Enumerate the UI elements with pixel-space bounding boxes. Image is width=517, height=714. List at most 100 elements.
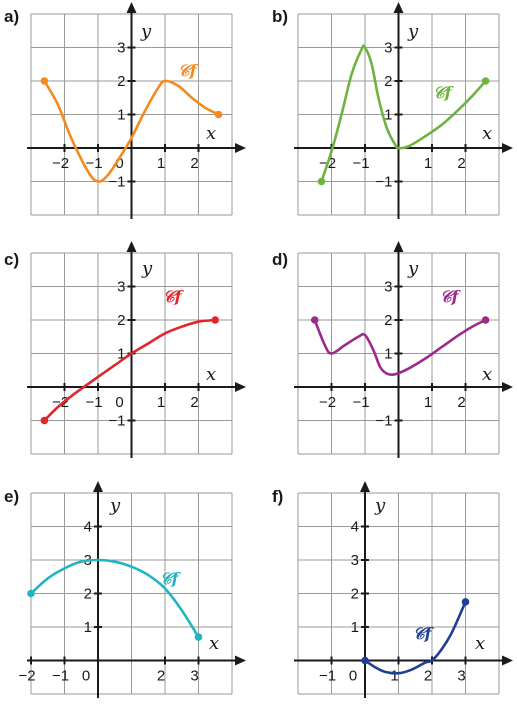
y-axis-name: y bbox=[407, 258, 419, 279]
x-axis-arrow-icon bbox=[502, 382, 513, 392]
curve-label: 𝒞f bbox=[413, 624, 435, 643]
x-tick-label: −1 bbox=[352, 394, 369, 411]
y-tick-label: 4 bbox=[84, 519, 92, 536]
y-axis-name: y bbox=[141, 258, 153, 279]
y-tick-label: 1 bbox=[384, 107, 392, 124]
function-curve bbox=[29, 558, 200, 639]
x-axis-arrow-icon bbox=[502, 655, 513, 666]
curve-endpoint bbox=[361, 656, 369, 665]
x-tick-label: 0 bbox=[82, 668, 90, 685]
x-tick-label: −1 bbox=[319, 668, 336, 685]
y-axis-name: y bbox=[140, 21, 152, 42]
x-tick-label: 1 bbox=[390, 668, 398, 685]
y-tick-label: 2 bbox=[84, 586, 92, 603]
y-tick-label: 1 bbox=[84, 619, 92, 636]
y-axis-name: y bbox=[374, 495, 386, 516]
y-axis-name: y bbox=[109, 495, 121, 516]
x-tick-label: −2 bbox=[319, 394, 336, 411]
x-tick-label: −1 bbox=[85, 155, 102, 172]
x-tick-label: −2 bbox=[18, 668, 35, 685]
y-tick-label: 3 bbox=[117, 279, 125, 296]
x-tick-label: 3 bbox=[457, 668, 465, 685]
function-curve bbox=[43, 318, 217, 422]
x-axis-name: x bbox=[206, 123, 216, 144]
y-axis-name: y bbox=[407, 21, 419, 42]
panel-label: c) bbox=[4, 250, 19, 269]
y-tick-label: 1 bbox=[117, 346, 125, 363]
function-curve bbox=[313, 318, 487, 377]
chart-panel-3: c) −2 −1 0 1 2 −1 1 2 3 x y 𝒞f bbox=[4, 241, 246, 458]
x-tick-label: −2 bbox=[52, 394, 69, 411]
y-tick-label: 2 bbox=[384, 73, 392, 90]
x-tick-label: −1 bbox=[52, 668, 69, 685]
panel-label: b) bbox=[272, 7, 288, 26]
x-axis-name: x bbox=[209, 633, 219, 654]
curve-endpoint bbox=[40, 416, 49, 425]
y-tick-label: −1 bbox=[108, 174, 125, 191]
y-tick-label: −1 bbox=[375, 413, 392, 430]
chart-panel-6: f) −1 0 1 2 3 1 2 3 4 x y 𝒞f bbox=[272, 481, 513, 698]
y-axis-arrow-icon bbox=[393, 241, 404, 252]
curve-endpoint bbox=[194, 633, 203, 641]
y-axis-arrow-icon bbox=[126, 241, 137, 252]
function-curve bbox=[43, 79, 220, 183]
curve-label: 𝒞f bbox=[178, 61, 200, 80]
y-axis-arrow-icon bbox=[393, 2, 404, 13]
y-tick-label: 1 bbox=[117, 107, 125, 124]
chart-panel-1: a) −2 −1 0 1 2 −1 1 2 3 x y 𝒞f bbox=[4, 2, 246, 219]
y-tick-label: 1 bbox=[351, 619, 359, 636]
x-tick-label: 2 bbox=[457, 394, 465, 411]
y-tick-label: 3 bbox=[384, 40, 392, 57]
x-axis-name: x bbox=[206, 364, 216, 385]
panel-label: f) bbox=[272, 487, 283, 506]
curve-label: 𝒞f bbox=[163, 287, 185, 306]
x-tick-label: 3 bbox=[190, 668, 198, 685]
function-curve bbox=[320, 44, 487, 183]
x-tick-label: −1 bbox=[85, 394, 102, 411]
x-tick-label: 1 bbox=[157, 394, 165, 411]
x-tick-label: 2 bbox=[190, 155, 198, 172]
panel-label: a) bbox=[4, 7, 19, 26]
curve-endpoint bbox=[211, 316, 220, 324]
curve-label: 𝒞f bbox=[440, 287, 462, 306]
x-tick-label: 1 bbox=[157, 155, 165, 172]
curve-endpoint bbox=[481, 316, 490, 324]
x-axis-arrow-icon bbox=[235, 382, 246, 392]
x-axis-name: x bbox=[475, 633, 485, 654]
y-axis-arrow-icon bbox=[360, 481, 370, 492]
x-tick-label: 2 bbox=[457, 155, 465, 172]
curve-endpoint bbox=[310, 316, 319, 324]
function-curve bbox=[363, 600, 467, 675]
chart-panel-4: d) −2 −1 1 2 −1 1 2 3 x y 𝒞f bbox=[272, 241, 513, 458]
y-tick-label: 3 bbox=[351, 552, 359, 569]
x-tick-label: 2 bbox=[157, 668, 165, 685]
curve-endpoint bbox=[40, 77, 49, 85]
x-tick-label: −2 bbox=[52, 155, 69, 172]
y-tick-label: 4 bbox=[351, 519, 359, 536]
x-axis-arrow-icon bbox=[502, 143, 513, 153]
y-tick-label: −1 bbox=[375, 174, 392, 191]
y-tick-label: 2 bbox=[384, 312, 392, 329]
panel-label: e) bbox=[4, 487, 19, 506]
y-axis-arrow-icon bbox=[93, 481, 103, 492]
curve-label: 𝒞f bbox=[160, 569, 182, 588]
curve-endpoint bbox=[461, 598, 470, 606]
y-tick-label: 3 bbox=[384, 279, 392, 296]
curve-label: 𝒞f bbox=[433, 83, 455, 102]
y-tick-label: 3 bbox=[117, 40, 125, 57]
x-tick-label: 2 bbox=[424, 668, 432, 685]
x-tick-label: 0 bbox=[349, 668, 357, 685]
x-tick-label: 1 bbox=[424, 155, 432, 172]
x-tick-label: 0 bbox=[115, 155, 123, 172]
y-axis-arrow-icon bbox=[126, 2, 137, 13]
panel-label: d) bbox=[272, 250, 288, 269]
x-axis-name: x bbox=[482, 123, 492, 144]
y-tick-label: 2 bbox=[117, 312, 125, 329]
x-tick-label: −1 bbox=[352, 155, 369, 172]
y-tick-label: −1 bbox=[108, 413, 125, 430]
x-axis-arrow-icon bbox=[235, 655, 246, 666]
x-axis-name: x bbox=[482, 364, 492, 385]
